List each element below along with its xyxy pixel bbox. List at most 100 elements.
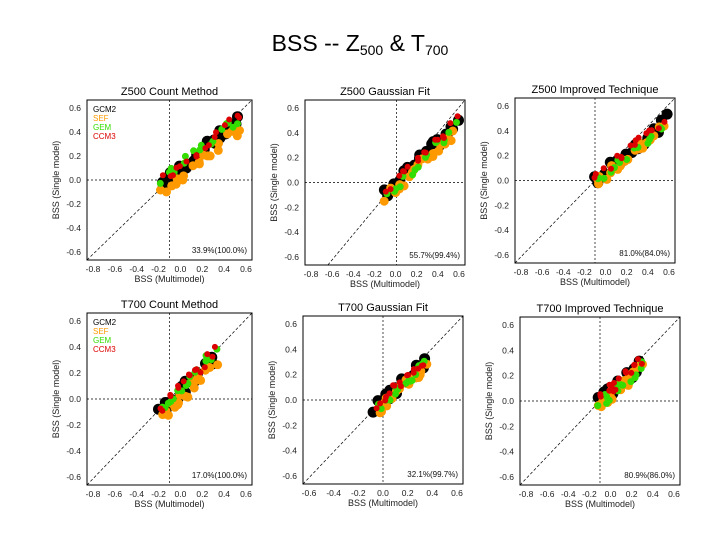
y-tick-label-2: 0.4 bbox=[497, 126, 509, 136]
y-tick-label-2: -0.4 bbox=[494, 225, 509, 235]
point-sef bbox=[171, 179, 181, 189]
point-ccm3 bbox=[382, 188, 389, 195]
point-gem bbox=[603, 393, 611, 401]
y-tick-label-5: 0.0 bbox=[502, 396, 514, 406]
point-ccm3 bbox=[418, 362, 425, 369]
y-tick-label-5: -0.6 bbox=[499, 472, 514, 482]
y-tick-label-3: 0.2 bbox=[69, 368, 81, 378]
point-ccm3 bbox=[209, 353, 216, 360]
x-tick-label-1: -0.6 bbox=[325, 269, 340, 279]
x-tick-label-4: -0.2 bbox=[351, 488, 366, 498]
point-gem bbox=[414, 163, 422, 171]
point-ccm3 bbox=[631, 362, 638, 369]
x-tick-label-2: -0.6 bbox=[535, 267, 550, 277]
point-ccm3 bbox=[377, 400, 384, 407]
y-tick-label-1: 0.0 bbox=[287, 178, 299, 188]
x-tick-label-5: -0.2 bbox=[582, 489, 597, 499]
legend-entry-gem: GEM bbox=[93, 336, 112, 345]
y-tick-label-3: -0.4 bbox=[66, 446, 81, 456]
x-tick-label-1: -0.2 bbox=[367, 269, 382, 279]
x-tick-label-1: 0.0 bbox=[390, 269, 402, 279]
slide-title: BSS -- Z500 & T700 bbox=[271, 30, 449, 58]
point-ccm3 bbox=[434, 136, 441, 143]
y-tick-label-2: -0.2 bbox=[494, 200, 509, 210]
x-tick-label-0: -0.4 bbox=[129, 264, 144, 274]
plot-title-5: T700 Improved Technique bbox=[537, 303, 664, 315]
x-tick-label-0: 0.6 bbox=[240, 264, 252, 274]
x-axis-label-1: BSS (Multimodel) bbox=[350, 279, 420, 289]
point-sef bbox=[213, 360, 223, 370]
point-ccm3 bbox=[221, 122, 228, 129]
x-tick-label-3: 0.6 bbox=[240, 489, 252, 499]
x-tick-label-3: -0.8 bbox=[86, 489, 101, 499]
point-sef bbox=[173, 400, 183, 410]
legend-entry-gcm2: GCM2 bbox=[93, 105, 117, 114]
stats-annotation-3: 17.0%(100.0%) bbox=[192, 471, 247, 480]
point-ccm3 bbox=[211, 134, 218, 140]
x-tick-label-3: -0.4 bbox=[129, 489, 144, 499]
point-ccm3 bbox=[447, 120, 454, 127]
x-tick-label-3: 0.2 bbox=[196, 489, 208, 499]
point-ccm3 bbox=[211, 343, 218, 350]
point-gem bbox=[202, 357, 210, 365]
y-tick-label-4: 0.2 bbox=[285, 370, 297, 380]
x-axis-label-5: BSS (Multimodel) bbox=[565, 499, 635, 509]
x-tick-label-3: 0.4 bbox=[218, 489, 230, 499]
point-gem bbox=[637, 365, 645, 372]
plot-title-0: Z500 Count Method bbox=[121, 86, 218, 98]
y-tick-label-0: 0.4 bbox=[69, 127, 81, 137]
x-tick-label-3: 0.0 bbox=[175, 489, 187, 499]
point-ccm3 bbox=[387, 186, 394, 193]
point-ccm3 bbox=[454, 113, 461, 120]
y-tick-label-5: -0.4 bbox=[499, 447, 514, 457]
point-ccm3 bbox=[611, 379, 617, 386]
point-sef bbox=[162, 187, 171, 197]
y-tick-label-3: -0.2 bbox=[66, 420, 81, 430]
y-tick-label-2: 0.2 bbox=[497, 151, 509, 161]
stats-annotation-2: 81.0%(84.0%) bbox=[619, 249, 670, 258]
point-ccm3 bbox=[185, 371, 192, 378]
point-sef bbox=[194, 157, 204, 167]
point-ccm3 bbox=[236, 114, 243, 121]
y-tick-label-5: 0.2 bbox=[502, 371, 514, 381]
x-tick-label-1: -0.8 bbox=[304, 269, 319, 279]
point-ccm3 bbox=[159, 172, 166, 179]
x-tick-label-4: 0.2 bbox=[402, 488, 414, 498]
x-tick-label-5: 0.0 bbox=[605, 489, 617, 499]
y-axis-label-4: BSS (Single model) bbox=[267, 361, 277, 440]
x-tick-label-2: -0.4 bbox=[556, 267, 571, 277]
point-gem bbox=[396, 183, 404, 191]
y-tick-label-0: -0.6 bbox=[66, 247, 81, 257]
point-ccm3 bbox=[615, 375, 622, 382]
y-tick-label-4: 0.4 bbox=[285, 344, 297, 354]
point-ccm3 bbox=[648, 127, 655, 134]
y-axis-label-1: BSS (Single model) bbox=[269, 143, 279, 222]
point-ccm3 bbox=[628, 369, 635, 376]
point-gem bbox=[600, 174, 608, 182]
stats-annotation-4: 32.1%(99.7%) bbox=[407, 470, 458, 479]
point-ccm3 bbox=[622, 368, 629, 375]
y-tick-label-1: -0.2 bbox=[284, 202, 299, 212]
y-tick-label-1: -0.6 bbox=[284, 252, 299, 262]
point-ccm3 bbox=[655, 125, 662, 132]
point-ccm3 bbox=[404, 372, 411, 379]
point-ccm3 bbox=[175, 384, 182, 391]
point-ccm3 bbox=[396, 172, 403, 179]
legend-entry-ccm3: CCM3 bbox=[93, 345, 116, 354]
point-gem bbox=[594, 402, 602, 410]
x-tick-label-1: -0.4 bbox=[346, 269, 361, 279]
point-ccm3 bbox=[592, 171, 599, 177]
point-ccm3 bbox=[635, 134, 642, 141]
y-tick-label-4: -0.4 bbox=[282, 446, 297, 456]
y-tick-label-2: 0.0 bbox=[497, 176, 509, 186]
x-tick-label-0: -0.6 bbox=[108, 264, 123, 274]
point-ccm3 bbox=[201, 364, 208, 371]
point-gem bbox=[453, 118, 460, 126]
x-tick-label-5: 0.4 bbox=[647, 489, 659, 499]
y-tick-label-4: 0.6 bbox=[285, 319, 297, 329]
x-tick-label-2: 0.6 bbox=[663, 267, 675, 277]
x-tick-label-1: 0.4 bbox=[432, 269, 444, 279]
x-tick-label-4: 0.4 bbox=[426, 488, 438, 498]
point-gem bbox=[623, 156, 631, 163]
